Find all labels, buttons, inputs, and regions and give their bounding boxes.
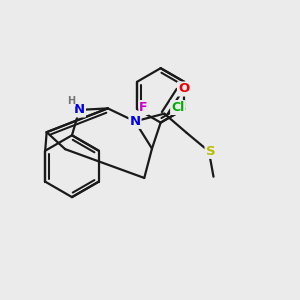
Text: H: H xyxy=(67,96,75,106)
Text: N: N xyxy=(129,115,140,128)
Text: N: N xyxy=(74,103,85,116)
Text: Cl: Cl xyxy=(171,101,184,114)
Text: F: F xyxy=(139,101,148,114)
Text: S: S xyxy=(206,145,215,158)
Text: O: O xyxy=(178,82,189,95)
